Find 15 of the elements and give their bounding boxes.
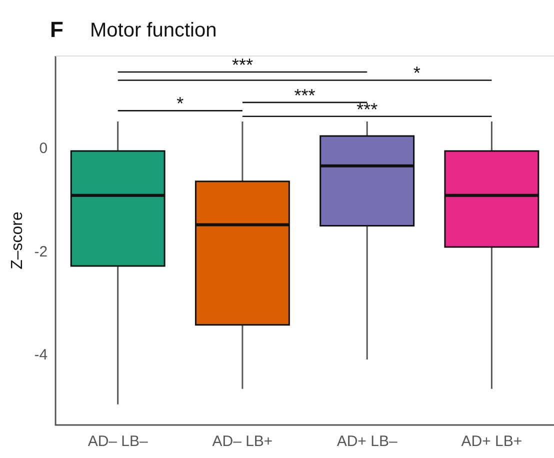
chart-title: Motor function bbox=[90, 20, 217, 42]
annotation: *** bbox=[356, 99, 378, 120]
x-tick-label: AD+ LB– bbox=[336, 433, 398, 450]
x-tick-label: AD+ LB+ bbox=[461, 433, 522, 450]
text: F bbox=[50, 17, 64, 42]
x-tick-label: AD– LB– bbox=[88, 433, 149, 450]
y-axis-title: Z–score bbox=[9, 212, 26, 270]
y-tick-label: -2 bbox=[34, 243, 48, 260]
y-tick-label: 0 bbox=[39, 140, 48, 158]
annotation: * bbox=[176, 94, 184, 114]
annotation: *** bbox=[294, 85, 316, 106]
y-tick-label: -4 bbox=[34, 346, 48, 364]
annotation: * bbox=[413, 63, 420, 84]
annotation: *** bbox=[232, 54, 253, 75]
x-tick-label: AD– LB+ bbox=[212, 433, 273, 450]
